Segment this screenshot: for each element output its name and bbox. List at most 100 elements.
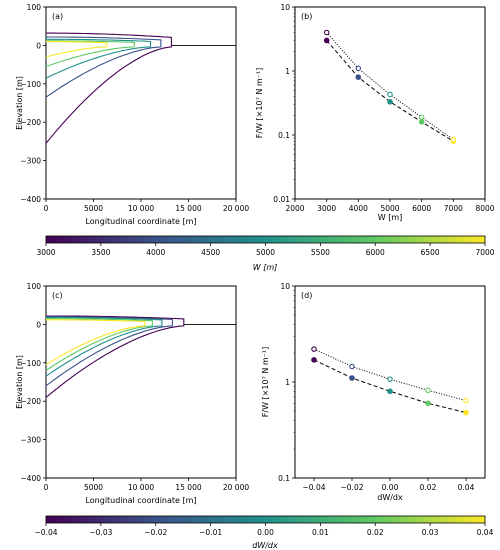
colorbar-slope-tick-label: 0.03 xyxy=(422,528,439,537)
panel-c-xtick-label: 5000 xyxy=(84,483,103,492)
panel-b-yticks: 10 1 0.1 0.01 xyxy=(273,3,295,204)
colorbar-slope-tick-label: −0.03 xyxy=(89,528,112,537)
panel-d-point-open xyxy=(387,376,393,382)
panel-b-point-filled xyxy=(418,119,425,125)
panel-c-xtick-label: 20 000 xyxy=(223,483,249,492)
panel-b-xtick-label: 3000 xyxy=(317,204,336,213)
panel-b-ytick-label: 0.1 xyxy=(278,131,290,140)
panel-c-ytick-label: −200 xyxy=(20,397,41,406)
panel-c-profile-line xyxy=(45,316,163,377)
panel-c-xtick-label: 0 xyxy=(44,483,49,492)
panel-b-dashed-line xyxy=(326,40,454,142)
panel-b-point-open xyxy=(387,91,393,98)
panel-b-xlabel: W [m] xyxy=(378,213,403,222)
panel-d-xtick-label: 0.02 xyxy=(420,483,437,492)
colorbar-slope-tick-label: −0.02 xyxy=(144,528,167,537)
panel-d: (d) F/W [×10⁷ N m⁻¹] dW/dx −0.04 −0.02 0.0… xyxy=(261,282,486,502)
panel-d-point-filled xyxy=(463,409,469,416)
panel-c-xticks: 0 5000 10 000 15 000 20 000 xyxy=(44,478,249,492)
panel-b-xtick-label: 6000 xyxy=(412,204,431,213)
panel-c-ytick-label: 0 xyxy=(36,320,41,329)
panel-a: (a) Elevation [m] Longitudinal coordinat… xyxy=(15,3,249,226)
panel-b-point-open xyxy=(323,29,330,36)
panel-c-profiles xyxy=(45,315,236,398)
colorbar-width-tick-label: 5000 xyxy=(256,248,275,257)
panel-a-ytick-label: 100 xyxy=(27,3,42,12)
panel-c-ylabel: Elevation [m] xyxy=(15,355,24,409)
panel-d-point-filled xyxy=(349,375,355,381)
panel-c-yticks: 100 0 −100 −200 −300 −400 xyxy=(20,282,46,483)
colorbar-slope-tick-label: 0.01 xyxy=(312,528,329,537)
panel-b-point-open xyxy=(418,114,425,120)
panel-a-profile-line xyxy=(45,40,135,68)
panel-d-xlabel: dW/dx xyxy=(377,493,403,502)
panel-a-xtick-label: 0 xyxy=(44,204,49,213)
panel-b-xtick-label: 8000 xyxy=(475,204,494,213)
panel-d-point-open xyxy=(463,397,469,404)
panel-b-point-filled xyxy=(387,99,393,105)
colorbar-width-tick-label: 3500 xyxy=(91,248,110,257)
panel-d-xtick-label: −0.02 xyxy=(341,483,364,492)
panel-b-point-filled xyxy=(355,74,362,81)
panel-c-label: (c) xyxy=(52,291,63,300)
panel-c-ytick-label: 100 xyxy=(27,282,42,291)
colorbar-width-bar xyxy=(45,235,486,244)
panel-d-ytick-label: 10 xyxy=(280,282,290,291)
panel-d-point-filled xyxy=(387,388,393,395)
panel-a-ytick-label: 0 xyxy=(36,41,41,50)
colorbar-width-tick-label: 6000 xyxy=(366,248,385,257)
panel-d-data xyxy=(311,346,469,416)
panel-a-xtick-label: 15 000 xyxy=(175,204,201,213)
panel-a-ytick-label: −400 xyxy=(20,195,41,204)
panel-d-point-open xyxy=(425,387,431,394)
colorbar-slope-tick-label: 0.02 xyxy=(367,528,384,537)
panel-a-ytick-label: −100 xyxy=(20,80,41,89)
colorbar-slope-tick-label: −0.01 xyxy=(199,528,222,537)
panel-a-xtick-label: 20 000 xyxy=(223,204,249,213)
panel-d-point-open xyxy=(349,363,355,370)
panel-b-point-filled xyxy=(323,37,330,44)
panel-c-ytick-label: −300 xyxy=(20,436,41,445)
panel-c-profile-line xyxy=(45,318,153,371)
colorbar-slope-tick-label: 0.00 xyxy=(257,528,274,537)
colorbar-slope-ticks: −0.04 −0.03 −0.02 −0.01 0.00 0.01 0.02 0.03 0.04 xyxy=(35,523,494,537)
panel-c-xlabel: Longitudinal coordinate [m] xyxy=(85,496,196,505)
panel-c-ytick-label: −100 xyxy=(20,359,41,368)
panel-d-point-open xyxy=(311,346,317,352)
colorbar-width-tick-label: 7000 xyxy=(475,248,494,257)
panel-a-ytick-label: −200 xyxy=(20,118,41,127)
panel-b-dotted-line xyxy=(326,32,454,140)
panel-c-xtick-label: 15 000 xyxy=(175,483,201,492)
panel-a-label: (a) xyxy=(52,12,63,21)
colorbar-slope-bar xyxy=(45,515,486,524)
panel-a-yticks: 100 0 −100 −200 −300 −400 xyxy=(20,3,46,204)
panel-c-profile-line xyxy=(45,316,173,387)
panel-a-profiles xyxy=(45,32,236,144)
panel-d-frame xyxy=(294,285,486,479)
panel-d-xtick-label: 0.04 xyxy=(458,483,475,492)
panel-d-xticks: −0.04 −0.02 0.00 0.02 0.04 xyxy=(303,478,475,492)
panel-d-ytick-label: 0.1 xyxy=(278,474,290,483)
panel-d-xtick-label: −0.04 xyxy=(303,483,326,492)
colorbar-slope: −0.04 −0.03 −0.02 −0.01 0.00 0.01 0.02 0.03 0.04… xyxy=(35,515,494,550)
panel-c-ytick-label: −400 xyxy=(20,474,41,483)
colorbar-width-ticks: 3000 3500 4000 4500 5000 5500 6000 6500 7000 xyxy=(36,243,495,257)
panel-c-xtick-label: 10 000 xyxy=(128,483,154,492)
panel-a-profile-line xyxy=(45,36,162,98)
panel-b-point-open xyxy=(355,65,362,72)
panel-d-yticks: 10 1 0.1 xyxy=(278,282,295,483)
colorbar-slope-tick-label: −0.04 xyxy=(35,528,58,537)
panel-d-ylabel: F/W [×10⁷ N m⁻¹] xyxy=(261,347,270,417)
panel-b-xtick-label: 7000 xyxy=(444,204,463,213)
panel-a-xtick-label: 10 000 xyxy=(128,204,154,213)
panel-c-profile-line xyxy=(45,315,185,398)
panel-d-label: (d) xyxy=(301,291,312,300)
panel-d-point-filled xyxy=(311,357,317,363)
panel-a-profile-line xyxy=(45,41,108,58)
panel-a-xlabel: Longitudinal coordinate [m] xyxy=(85,217,196,226)
panel-d-point-filled xyxy=(425,400,431,407)
colorbar-width: 3000 3500 4000 4500 5000 5500 6000 6500 7000 W [… xyxy=(36,235,495,272)
panel-a-profile-line xyxy=(45,38,152,79)
colorbar-width-tick-label: 6500 xyxy=(421,248,440,257)
panel-a-ylabel: Elevation [m] xyxy=(15,76,24,130)
